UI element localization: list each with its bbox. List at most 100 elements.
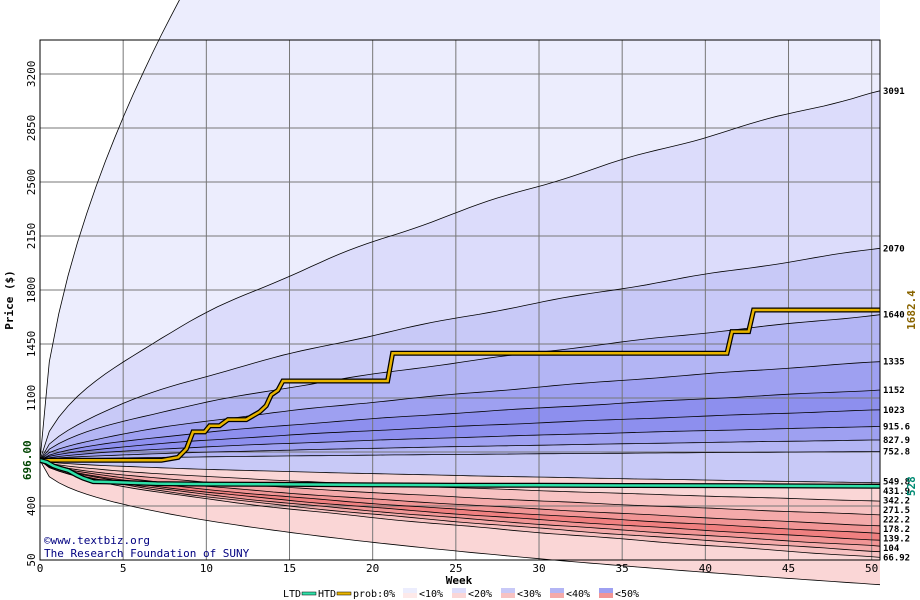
lower-band-curve: [39, 459, 881, 541]
band-end-label: 66.92: [883, 553, 910, 563]
band-end-label: 271.5: [883, 506, 910, 516]
legend-swatch-upper: [599, 588, 613, 593]
legend-htd-swatch: [336, 591, 352, 596]
plot-frame: [39, 39, 881, 561]
x-tick-label: 15: [283, 562, 296, 575]
lower-band-area: [40, 460, 880, 585]
upper-band-curve: [39, 90, 881, 461]
band-end-label: 1023: [883, 406, 905, 416]
legend-swatch-upper: [550, 588, 564, 593]
upper-band-area: [40, 409, 880, 461]
lower-band-area: [40, 460, 880, 552]
htd-final-label: 1682.4: [905, 290, 918, 330]
band-end-label: 104: [883, 544, 900, 554]
band-end-label: 752.8: [883, 448, 910, 458]
legend-swatch-lower: [501, 593, 515, 598]
x-tick-label: 45: [782, 562, 795, 575]
upper-band-area: [40, 451, 880, 483]
upper-band-area: [40, 390, 880, 461]
watermark-foundation: The Research Foundation of SUNY: [44, 547, 250, 560]
band-end-label: 178.2: [883, 525, 910, 535]
upper-band-curve: [39, 361, 881, 461]
upper-band-curve: [39, 409, 881, 461]
band-end-label: 915.6: [883, 422, 910, 432]
legend-prob-item: <10%: [419, 589, 443, 600]
legend-prob-item: <30%: [517, 589, 541, 600]
upper-band-curve: [39, 389, 881, 461]
x-tick-label: 5: [120, 562, 127, 575]
band-end-label: 222.2: [883, 515, 910, 525]
legend-prob-item: <40%: [566, 589, 590, 600]
band-end-label: 2070: [883, 244, 905, 254]
lower-band-area: [40, 460, 880, 515]
y-tick-label: 2150: [25, 223, 38, 250]
band-end-label: 342.2: [883, 496, 910, 506]
watermark-website: ©www.textbiz.org: [44, 534, 150, 547]
y-tick-label: 3200: [25, 61, 38, 88]
band-labels: 3091 2070 1640 1335 1152 1023 915.6 827.9 752.8 6…: [883, 87, 910, 564]
y-tick-label: 1800: [25, 277, 38, 304]
x-axis-label: Week: [446, 574, 473, 587]
x-tick-label: 0: [37, 562, 44, 575]
lower-band-area: [40, 460, 880, 534]
band-end-label: 3091: [883, 87, 905, 97]
lower-band-curve: [39, 459, 881, 534]
x-tick-label: 20: [366, 562, 379, 575]
lower-band-area: [40, 460, 880, 502]
lower-band-area: [40, 460, 880, 541]
legend-prob-text: prob:0%: [353, 589, 395, 600]
lower-band-curve: [39, 459, 881, 516]
upper-band-curve: [39, 426, 881, 461]
y-axis-label: Price ($): [3, 270, 16, 330]
band-end-label: 139.2: [883, 534, 910, 544]
x-tick-label: 30: [532, 562, 545, 575]
x-tick-label: 10: [200, 562, 213, 575]
ltd-final-label: 528: [905, 476, 918, 496]
legend-prob-item: <20%: [468, 589, 492, 600]
y-tick-label: 1100: [25, 385, 38, 412]
band-end-label: 549.8: [883, 477, 910, 487]
series-lines: [39, 0, 881, 586]
lower-band-curve: [39, 459, 881, 547]
start-price-label: 696.00: [21, 440, 34, 480]
y-tick-label: 50: [25, 553, 38, 566]
y-tick-label: 400: [25, 496, 38, 516]
band-end-label: 431.9: [883, 487, 910, 497]
legend-swatch-lower: [599, 593, 613, 598]
legend-swatch-lower: [403, 593, 417, 598]
upper-band-area: [40, 361, 880, 461]
axis-ticks: 0 5 10 15 20 25 30 35 40 45 50 50 400 1100 1450 1800 215…: [25, 61, 878, 575]
legend-swatch-lower: [452, 593, 466, 598]
legend-prob-item: <50%: [615, 589, 639, 600]
y-tick-label: 2500: [25, 169, 38, 196]
legend-swatch-upper: [452, 588, 466, 593]
legend-ltd-swatch: [301, 591, 317, 596]
upper-band-area: [40, 0, 880, 461]
upper-band-curve: [39, 247, 881, 461]
y-tick-label: 2850: [25, 115, 38, 142]
upper-band-area: [40, 440, 880, 461]
lower-band-curve: [39, 459, 881, 502]
band-end-label: 1335: [883, 358, 905, 368]
lower-extreme-curve: [39, 460, 881, 586]
y-tick-label: 1450: [25, 331, 38, 358]
x-tick-label: 25: [449, 562, 462, 575]
band-end-label: 1640: [883, 311, 905, 321]
lower-band-area: [40, 460, 880, 547]
band-end-label: 827.9: [883, 436, 910, 446]
upper-band-area: [40, 426, 880, 461]
x-tick-label: 35: [616, 562, 629, 575]
legend: LTD HTD prob:0% <10% <20% <30% <40% <50%: [283, 588, 639, 600]
band-end-label: 1152: [883, 386, 905, 396]
lower-band-curve: [39, 459, 881, 484]
legend-htd-text: HTD: [318, 589, 336, 600]
ltd-line: [39, 459, 881, 488]
lower-band-curve: [39, 459, 881, 553]
legend-swatch-lower: [550, 593, 564, 598]
lower-band-curve: [39, 459, 881, 558]
legend-ltd-text: LTD: [283, 589, 301, 600]
lower-band-area: [40, 460, 880, 526]
x-tick-label: 40: [699, 562, 712, 575]
htd-line: [40, 308, 880, 462]
